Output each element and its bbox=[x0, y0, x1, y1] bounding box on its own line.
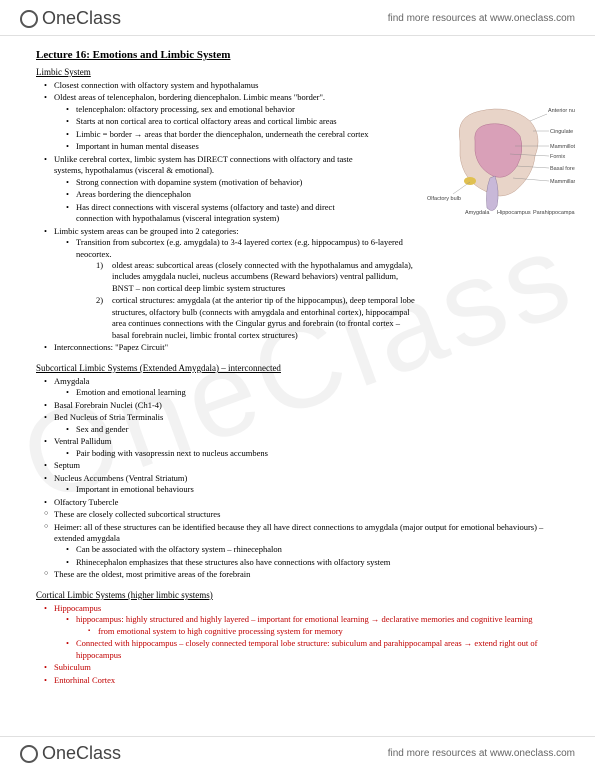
list-item: Starts at non cortical area to cortical … bbox=[76, 116, 386, 127]
list-item: Transition from subcortex (e.g. amygdala… bbox=[76, 237, 416, 341]
list-item: Bed Nucleus of Stria Terminalis Sex and … bbox=[54, 412, 559, 435]
list-item: Heimer: all of these structures can be i… bbox=[54, 522, 559, 569]
list-item: These are the oldest, most primitive are… bbox=[54, 569, 559, 580]
list-item: Basal Forebrain Nuclei (Ch1-4) bbox=[54, 400, 559, 411]
list-item: Pair boding with vasopressin next to nuc… bbox=[76, 448, 559, 459]
list-item: Olfactory Tubercle bbox=[54, 497, 559, 508]
list-item: Interconnections: "Papez Circuit" bbox=[54, 342, 559, 353]
label-cing: Cingulate gyrus bbox=[550, 129, 575, 135]
list-item: oldest areas: subcortical areas (closely… bbox=[112, 260, 416, 294]
section-cortical: Cortical Limbic Systems (higher limbic s… bbox=[36, 589, 559, 601]
list-item: from emotional system to high cognitive … bbox=[98, 626, 559, 637]
label-mtt: Mammillothalamic tract bbox=[550, 144, 575, 150]
brand-logo-footer: OneClass bbox=[20, 743, 121, 764]
brand-logo: OneClass bbox=[20, 8, 121, 29]
list-item: Hippocampus hippocampus: highly structur… bbox=[54, 603, 559, 661]
list-item: Strong connection with dopamine system (… bbox=[76, 177, 364, 188]
list-item: Amygdala Emotion and emotional learning bbox=[54, 376, 559, 399]
section-limbic: Limbic System bbox=[36, 66, 559, 78]
label-phg: Parahippocampal gyrus bbox=[533, 210, 575, 216]
logo-icon bbox=[20, 745, 38, 763]
list-item: cortical structures: amygdala (at the an… bbox=[112, 295, 416, 341]
logo-icon bbox=[20, 10, 38, 28]
document-page: OneClass Anterior nucleus of dorsal thal… bbox=[0, 36, 595, 697]
list-item: hippocampus: highly structured and highl… bbox=[76, 614, 559, 637]
list-item: These are closely collected subcortical … bbox=[54, 509, 559, 520]
label-bfn: Basal forebrain nuclei bbox=[550, 166, 575, 172]
list-item: Emotion and emotional learning bbox=[76, 387, 559, 398]
brain-diagram: Anterior nucleus of dorsal thalamus Cing… bbox=[425, 96, 575, 226]
list-item: Ventral Pallidum Pair boding with vasopr… bbox=[54, 436, 559, 459]
list-item: Closest connection with olfactory system… bbox=[54, 80, 559, 91]
list-item: Nucleus Accumbens (Ventral Striatum) Imp… bbox=[54, 473, 559, 496]
cortical-list: Hippocampus hippocampus: highly structur… bbox=[36, 603, 559, 686]
list-item: Subiculum bbox=[54, 662, 559, 673]
list-item: Can be associated with the olfactory sys… bbox=[76, 544, 559, 555]
list-item: Has direct connections with visceral sys… bbox=[76, 202, 364, 225]
list-item: telencephalon: olfactory processing, sex… bbox=[76, 104, 386, 115]
page-footer: OneClass find more resources at www.onec… bbox=[0, 736, 595, 770]
label-ob: Olfactory bulb bbox=[427, 196, 461, 202]
section-subcortical: Subcortical Limbic Systems (Extended Amy… bbox=[36, 362, 559, 374]
list-item: Rhinecephalon emphasizes that these stru… bbox=[76, 557, 559, 568]
label-ant: Anterior nucleus of dorsal thalamus bbox=[548, 108, 575, 114]
subcortical-list: Amygdala Emotion and emotional learning … bbox=[36, 376, 559, 508]
brand-name: OneClass bbox=[42, 8, 121, 29]
list-item: Sex and gender bbox=[76, 424, 559, 435]
list-item: Areas bordering the diencephalon bbox=[76, 189, 364, 200]
label-amy: Amygdala bbox=[465, 210, 490, 216]
list-item: Septum bbox=[54, 460, 559, 471]
list-item: Unlike cerebral cortex, limbic system ha… bbox=[54, 154, 364, 225]
list-item: Limbic = border → areas that border the … bbox=[76, 129, 386, 140]
label-hip: Hippocampus bbox=[497, 210, 531, 216]
header-link[interactable]: find more resources at www.oneclass.com bbox=[388, 13, 575, 24]
label-fornix: Fornix bbox=[550, 154, 566, 160]
page-header: OneClass find more resources at www.onec… bbox=[0, 0, 595, 36]
footer-link[interactable]: find more resources at www.oneclass.com bbox=[388, 748, 575, 759]
label-mb: Mammillary body bbox=[550, 179, 575, 185]
list-item: Important in emotional behaviours bbox=[76, 484, 559, 495]
lecture-title: Lecture 16: Emotions and Limbic System bbox=[36, 48, 559, 63]
list-item: Limbic system areas can be grouped into … bbox=[54, 226, 559, 342]
brand-name: OneClass bbox=[42, 743, 121, 764]
list-item: Entorhinal Cortex bbox=[54, 675, 559, 686]
list-item: Connected with hippocampus – closely con… bbox=[76, 638, 559, 661]
subcortical-notes: These are closely collected subcortical … bbox=[36, 509, 559, 581]
